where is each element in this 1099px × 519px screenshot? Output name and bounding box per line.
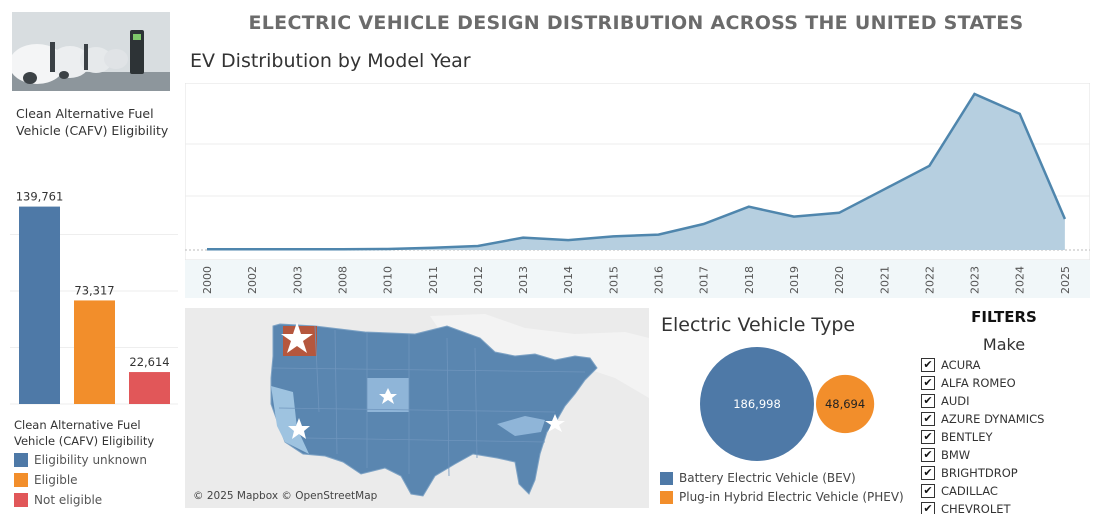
x-axis-band bbox=[185, 260, 1090, 298]
x-tick-label: 2021 bbox=[878, 266, 891, 294]
x-tick-label: 2012 bbox=[472, 266, 485, 294]
ev-year-area bbox=[207, 94, 1065, 250]
virginia-star-marker bbox=[545, 414, 565, 432]
x-tick-label: 2015 bbox=[607, 266, 620, 294]
ev-year-area-chart: 2000 2002 2003 2008 2010 2011 2012 2013 2014 2015… bbox=[185, 83, 1090, 298]
x-tick-label: 2008 bbox=[336, 266, 349, 294]
cafv-bar[interactable] bbox=[74, 300, 115, 404]
california-star-marker bbox=[288, 418, 310, 439]
x-tick-label: 2022 bbox=[923, 266, 936, 294]
x-tick-label: 2013 bbox=[517, 266, 530, 294]
make-filter-label: BRIGHTDROP bbox=[941, 466, 1018, 480]
make-filter-label: AUDI bbox=[941, 394, 970, 408]
cafv-bar-label: 139,761 bbox=[16, 190, 64, 204]
ev-charging-photo-art bbox=[12, 12, 170, 91]
make-filter-label: ALFA ROMEO bbox=[941, 376, 1016, 390]
x-tick-label: 2003 bbox=[291, 266, 304, 294]
legend-label: Eligibility unknown bbox=[34, 453, 147, 467]
x-tick-label: 2011 bbox=[427, 266, 440, 294]
make-filter-item[interactable]: ✔ AZURE DYNAMICS bbox=[921, 410, 1091, 428]
ev-type-bubble-label: 186,998 bbox=[733, 397, 781, 411]
legend-swatch bbox=[660, 490, 673, 504]
cafv-bar[interactable] bbox=[129, 372, 170, 404]
make-filter-label: CHEVROLET bbox=[941, 502, 1011, 514]
legend-item-bev[interactable]: Battery Electric Vehicle (BEV) bbox=[660, 470, 856, 486]
cafv-bar-chart: 139,761 73,317 22,614 bbox=[10, 190, 178, 405]
ev-charging-photo bbox=[12, 12, 170, 91]
make-filter-label: AZURE DYNAMICS bbox=[941, 412, 1045, 426]
make-filter-list[interactable]: ✔ ACURA ✔ ALFA ROMEO ✔ AUDI ✔ AZURE DYNAMICS ✔ BE… bbox=[921, 356, 1091, 514]
legend-label: Eligible bbox=[34, 473, 78, 487]
washington-star-marker bbox=[281, 322, 313, 353]
checkbox[interactable]: ✔ bbox=[921, 358, 935, 372]
x-tick-label: 2024 bbox=[1014, 266, 1027, 294]
checkbox[interactable]: ✔ bbox=[921, 430, 935, 444]
legend-swatch bbox=[14, 493, 28, 507]
make-filter-item[interactable]: ✔ ALFA ROMEO bbox=[921, 374, 1091, 392]
filters-title: FILTERS bbox=[971, 308, 1037, 326]
make-filter-item[interactable]: ✔ CADILLAC bbox=[921, 482, 1091, 500]
checkbox[interactable]: ✔ bbox=[921, 394, 935, 408]
make-filter-item[interactable]: ✔ BMW bbox=[921, 446, 1091, 464]
make-filter-title: Make bbox=[982, 335, 1026, 354]
dashboard-title: ELECTRIC VEHICLE DESIGN DISTRIBUTION ACR… bbox=[248, 12, 1024, 34]
checkbox[interactable]: ✔ bbox=[921, 484, 935, 498]
x-tick-label: 2000 bbox=[201, 266, 214, 294]
ev-type-chart-title: Electric Vehicle Type bbox=[661, 314, 856, 336]
ev-type-bubble-chart: 186,998 48,694 bbox=[700, 347, 875, 461]
legend-swatch bbox=[14, 473, 28, 487]
make-filter-label: ACURA bbox=[941, 358, 981, 372]
x-tick-label: 2014 bbox=[562, 266, 575, 294]
checkbox[interactable]: ✔ bbox=[921, 448, 935, 462]
x-tick-label: 2019 bbox=[788, 266, 801, 294]
ev-year-chart-title: EV Distribution by Model Year bbox=[190, 50, 471, 72]
legend-swatch bbox=[660, 471, 673, 485]
ev-type-bubble[interactable] bbox=[816, 374, 875, 434]
x-tick-label: 2016 bbox=[653, 266, 666, 294]
cafv-legend-title: Clean Alternative Fuel Vehicle (CAFV) El… bbox=[14, 418, 155, 448]
make-filter-item[interactable]: ✔ BENTLEY bbox=[921, 428, 1091, 446]
legend-label: Not eligible bbox=[34, 493, 103, 507]
cafv-bar-label: 73,317 bbox=[74, 283, 114, 297]
x-tick-label: 2025 bbox=[1059, 266, 1072, 294]
make-filter-label: CADILLAC bbox=[941, 484, 998, 498]
legend-item-eligible[interactable]: Eligible bbox=[14, 472, 78, 488]
make-filter-label: BENTLEY bbox=[941, 430, 993, 444]
legend-label: Battery Electric Vehicle (BEV) bbox=[679, 471, 856, 485]
checkbox[interactable]: ✔ bbox=[921, 412, 935, 426]
checkbox[interactable]: ✔ bbox=[921, 376, 935, 390]
x-tick-label: 2017 bbox=[698, 266, 711, 294]
checkbox[interactable]: ✔ bbox=[921, 466, 935, 480]
checkbox[interactable]: ✔ bbox=[921, 502, 935, 514]
make-filter-item[interactable]: ✔ ACURA bbox=[921, 356, 1091, 374]
us-ev-map[interactable] bbox=[185, 308, 649, 508]
ev-year-line[interactable] bbox=[207, 92, 1067, 251]
legend-item-eligibility-unknown[interactable]: Eligibility unknown bbox=[14, 452, 147, 468]
ev-type-bubble[interactable] bbox=[700, 347, 814, 461]
x-tick-label: 2010 bbox=[382, 266, 395, 294]
make-filter-item[interactable]: ✔ CHEVROLET bbox=[921, 500, 1091, 514]
cafv-bar[interactable] bbox=[19, 206, 60, 404]
legend-item-not-eligible[interactable]: Not eligible bbox=[14, 492, 102, 508]
legend-swatch bbox=[14, 453, 28, 467]
cafv-bar-label: 22,614 bbox=[129, 355, 169, 369]
ev-type-bubble-label: 48,694 bbox=[825, 397, 865, 411]
us-map-graphic bbox=[185, 308, 649, 508]
make-filter-label: BMW bbox=[941, 448, 971, 462]
x-tick-label: 2002 bbox=[246, 266, 259, 294]
cafv-chart-title: Clean Alternative Fuel Vehicle (CAFV) El… bbox=[16, 106, 169, 138]
legend-item-phev[interactable]: Plug-in Hybrid Electric Vehicle (PHEV) bbox=[660, 489, 904, 505]
x-tick-label: 2018 bbox=[743, 266, 756, 294]
make-filter-item[interactable]: ✔ BRIGHTDROP bbox=[921, 464, 1091, 482]
colorado-star-marker bbox=[379, 388, 397, 404]
x-tick-label: 2020 bbox=[833, 266, 846, 294]
x-tick-label: 2023 bbox=[969, 266, 982, 294]
make-filter-item[interactable]: ✔ AUDI bbox=[921, 392, 1091, 410]
legend-label: Plug-in Hybrid Electric Vehicle (PHEV) bbox=[679, 490, 904, 504]
map-credit: © 2025 Mapbox © OpenStreetMap bbox=[193, 490, 378, 502]
